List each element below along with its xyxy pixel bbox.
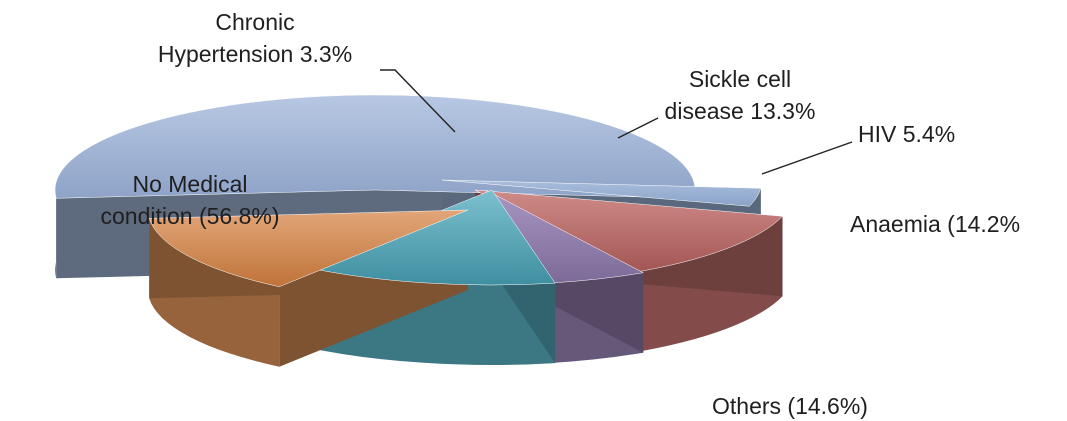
data-label-line: Hypertension 3.3%: [158, 41, 352, 67]
pie-slice-chronic-htn: [441, 179, 762, 207]
pie-slice-no-medical: [54, 94, 696, 199]
data-label-line: Others (14.6%): [712, 393, 868, 419]
data-label-sickle-cell: Sickle cell disease 13.3%: [665, 66, 816, 124]
data-label-others: Others (14.6%): [712, 393, 868, 419]
leader-line-chronic-htn: [380, 69, 456, 133]
leader-line-hiv: [761, 141, 853, 175]
data-label-line: disease 13.3%: [665, 98, 816, 124]
data-label-line: Anaemia (14.2%: [850, 211, 1020, 237]
pie-slice-sickle-cell: [474, 189, 784, 273]
data-label-line: HIV 5.4%: [858, 121, 955, 147]
data-label-line: No Medical: [132, 171, 247, 197]
data-label-line: Sickle cell: [689, 66, 791, 92]
data-label-line: Chronic: [215, 9, 294, 35]
data-label-no-medical: No Medical condition (56.8%): [101, 171, 280, 229]
data-label-line: condition (56.8%): [101, 203, 280, 229]
pie-slice-others: [148, 209, 469, 287]
data-label-chronic-htn: Chronic Hypertension 3.3%: [158, 9, 352, 67]
data-label-hiv: HIV 5.4%: [858, 121, 955, 147]
data-label-anaemia: Anaemia (14.2%: [850, 211, 1020, 237]
leader-line-sickle-cell: [617, 117, 659, 139]
pie-slice-anaemia: [302, 189, 556, 286]
